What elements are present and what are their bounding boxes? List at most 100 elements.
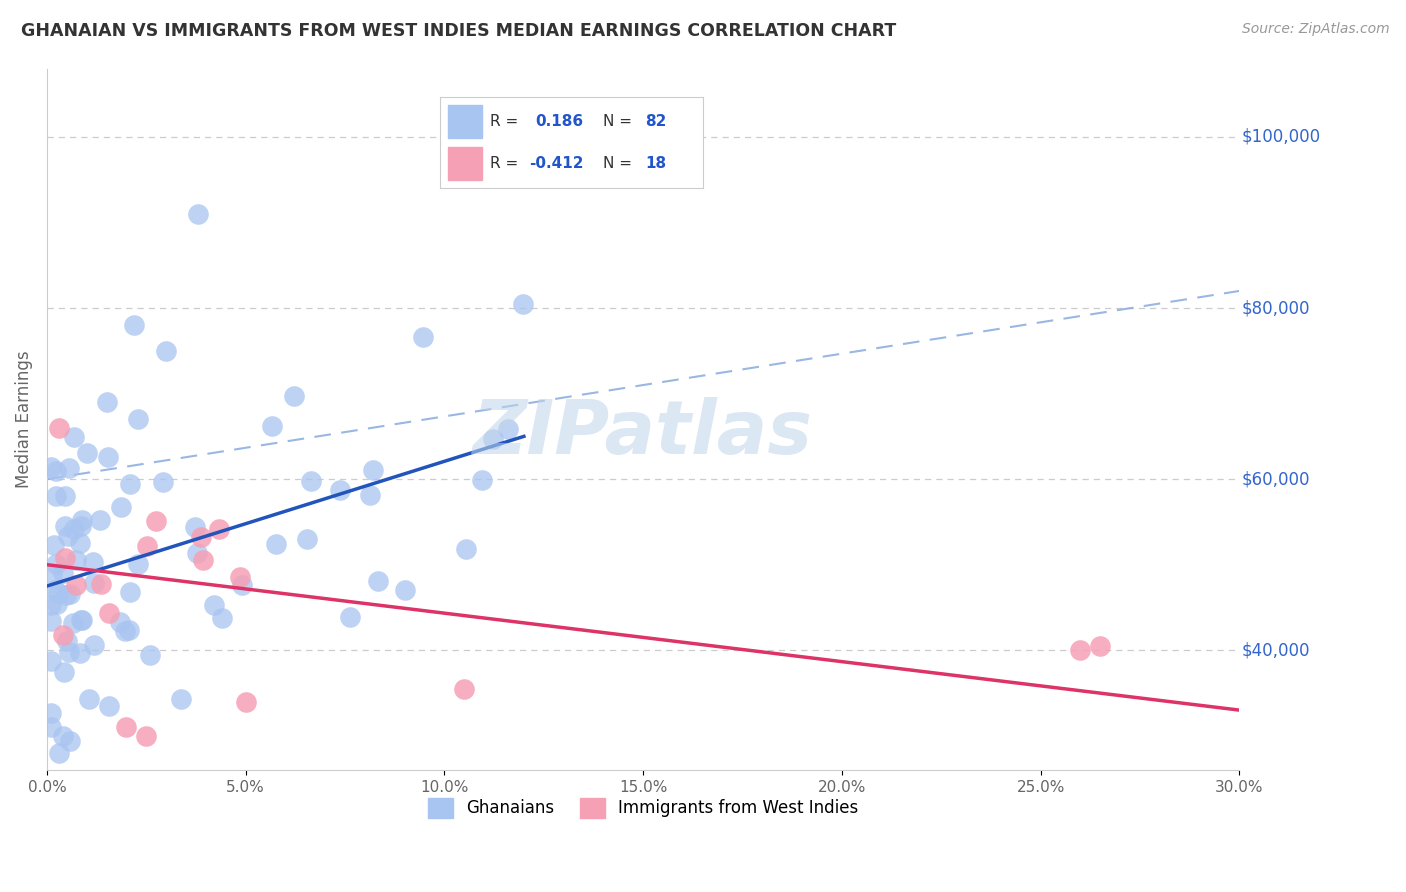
Point <box>454 542 477 557</box>
Point <box>297 532 319 546</box>
Point <box>55 588 77 602</box>
Point <box>39 599 62 613</box>
Point <box>56 529 79 543</box>
Point <box>202 598 225 612</box>
Point <box>139 648 162 662</box>
Point <box>115 720 138 734</box>
Text: GHANAIAN VS IMMIGRANTS FROM WEST INDIES MEDIAN EARNINGS CORRELATION CHART: GHANAIAN VS IMMIGRANTS FROM WEST INDIES … <box>21 22 897 40</box>
Point <box>191 553 214 567</box>
Point <box>69 646 91 660</box>
Point <box>208 522 231 536</box>
Point <box>170 692 193 706</box>
Point <box>110 500 132 514</box>
Point <box>53 489 76 503</box>
Point <box>1090 639 1112 653</box>
Point <box>83 638 105 652</box>
Point <box>58 644 80 658</box>
Point <box>42 538 65 552</box>
Text: $60,000: $60,000 <box>1241 470 1310 488</box>
Point <box>96 395 118 409</box>
Point <box>44 464 66 478</box>
Point <box>53 551 76 566</box>
Point <box>53 519 76 533</box>
Point <box>108 615 131 629</box>
Legend: Ghanaians, Immigrants from West Indies: Ghanaians, Immigrants from West Indies <box>422 791 865 825</box>
Point <box>118 477 141 491</box>
Point <box>118 623 141 637</box>
Point <box>76 446 98 460</box>
Point <box>135 729 157 743</box>
Point <box>69 613 91 627</box>
Point <box>52 566 75 580</box>
Point <box>260 419 283 434</box>
Point <box>187 207 209 221</box>
Point <box>70 519 93 533</box>
Point <box>482 432 505 446</box>
Text: Source: ZipAtlas.com: Source: ZipAtlas.com <box>1241 22 1389 37</box>
Point <box>89 513 111 527</box>
Point <box>229 570 252 584</box>
Point <box>65 552 87 566</box>
Point <box>98 606 121 620</box>
Point <box>127 557 149 571</box>
Point <box>235 695 257 709</box>
Point <box>124 318 146 333</box>
Point <box>39 614 62 628</box>
Point <box>63 523 86 537</box>
Point <box>44 583 66 598</box>
Point <box>114 624 136 638</box>
Point <box>77 692 100 706</box>
Point <box>69 536 91 550</box>
Point <box>39 720 62 734</box>
Point <box>48 746 70 760</box>
Text: $80,000: $80,000 <box>1241 299 1310 317</box>
Point <box>453 681 475 696</box>
Point <box>90 576 112 591</box>
Point <box>55 634 77 648</box>
Point <box>53 665 76 680</box>
Point <box>283 389 305 403</box>
Point <box>62 615 84 630</box>
Point <box>65 577 87 591</box>
Point <box>184 520 207 534</box>
Point <box>45 557 67 571</box>
Text: $40,000: $40,000 <box>1241 641 1310 659</box>
Point <box>59 587 82 601</box>
Point <box>329 483 352 497</box>
Point <box>136 539 159 553</box>
Text: $100,000: $100,000 <box>1241 128 1320 146</box>
Point <box>59 734 82 748</box>
Y-axis label: Median Earnings: Median Earnings <box>15 351 32 488</box>
Point <box>97 699 120 714</box>
Point <box>82 555 104 569</box>
Point <box>264 537 287 551</box>
Point <box>186 545 208 559</box>
Point <box>45 489 67 503</box>
Point <box>412 329 434 343</box>
Point <box>155 343 177 358</box>
Text: ZIPatlas: ZIPatlas <box>474 397 813 470</box>
Point <box>48 421 70 435</box>
Point <box>58 460 80 475</box>
Point <box>231 577 253 591</box>
Point <box>496 421 519 435</box>
Point <box>41 567 63 582</box>
Point <box>120 585 142 599</box>
Point <box>301 475 323 489</box>
Point <box>70 613 93 627</box>
Point <box>471 473 494 487</box>
Point <box>45 597 67 611</box>
Point <box>63 429 86 443</box>
Point <box>52 628 75 642</box>
Point <box>339 610 361 624</box>
Point <box>361 463 384 477</box>
Point <box>52 729 75 743</box>
Point <box>211 610 233 624</box>
Point <box>190 530 212 544</box>
Point <box>152 475 174 489</box>
Point <box>1069 643 1091 657</box>
Point <box>39 654 62 668</box>
Point <box>394 583 416 598</box>
Point <box>145 515 167 529</box>
Point <box>46 586 69 600</box>
